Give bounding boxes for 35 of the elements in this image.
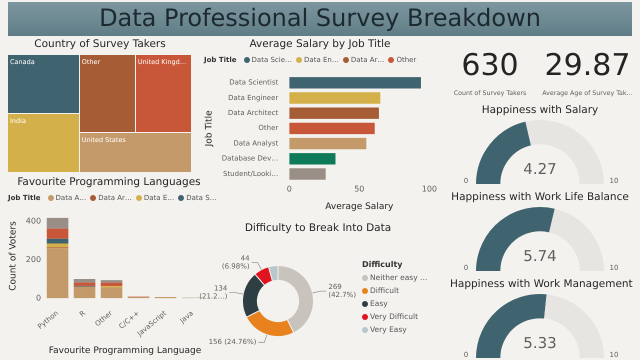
bar xyxy=(74,279,96,283)
bar xyxy=(46,218,68,229)
chart-title: Favourite Programming Languages xyxy=(16,176,202,188)
x-tick-label: 0 xyxy=(286,184,292,194)
bar xyxy=(100,280,122,283)
x-axis-title: Favourite Programming Language xyxy=(48,346,202,356)
bar xyxy=(46,228,68,239)
bar xyxy=(46,248,68,298)
y-axis-title: Count of Voters xyxy=(8,220,19,291)
legend-title: Difficulty xyxy=(362,260,403,269)
chart-title: Happiness with Salary xyxy=(480,104,600,116)
data-label: 630 xyxy=(460,48,520,83)
text: 5.74 xyxy=(523,247,557,266)
y-tick-label: 400 xyxy=(26,216,42,226)
y-axis-title: Job Title xyxy=(204,110,215,148)
chart-title: Average Salary by Job Title xyxy=(248,38,392,50)
chart-title: Difficulty to Break Into Data xyxy=(244,222,392,234)
bar xyxy=(46,238,68,244)
y-tick-label: 200 xyxy=(26,254,42,264)
text: Country of Survey Takers xyxy=(33,38,167,50)
text: Data Professional Survey Breakdown xyxy=(98,4,542,32)
bar xyxy=(74,286,96,298)
data-label: 29.87 xyxy=(544,48,632,83)
chart-title: Happiness with Work Management xyxy=(450,278,633,290)
x-tick-label: 50 xyxy=(354,184,364,194)
bar xyxy=(100,287,122,298)
x-axis-title: Average Salary xyxy=(325,202,394,212)
chart-title: Happiness with Work Life Balance xyxy=(450,191,630,203)
bar xyxy=(46,244,68,248)
y-tick-label: 0 xyxy=(36,293,42,302)
text: 5.33 xyxy=(523,334,557,352)
bar xyxy=(100,282,122,286)
x-tick-label: 100 xyxy=(422,184,438,194)
text: 4.27 xyxy=(523,160,557,178)
bar xyxy=(74,282,96,286)
